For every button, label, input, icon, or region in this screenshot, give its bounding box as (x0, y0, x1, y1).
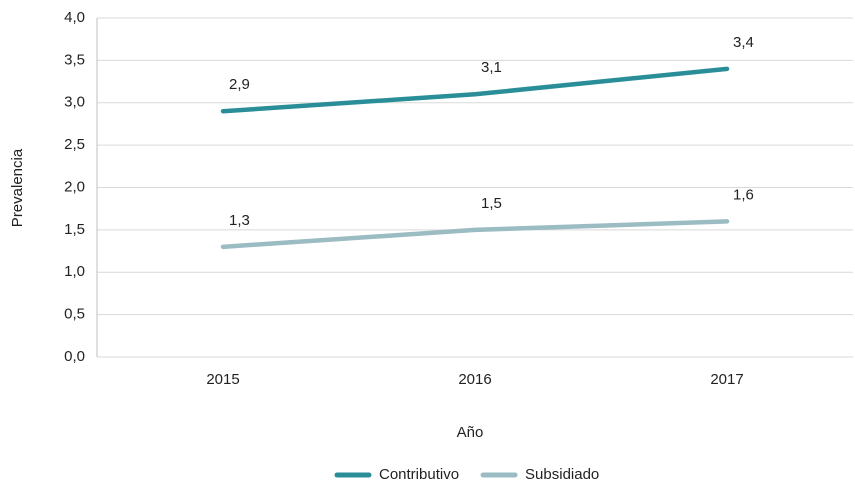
y-tick-label: 2,0 (64, 178, 85, 195)
series-line (220, 219, 730, 250)
y-tick-label: 4,0 (64, 9, 85, 26)
y-tick-label: 2,5 (64, 136, 85, 153)
series-line (220, 66, 730, 114)
data-label: 1,6 (733, 186, 754, 203)
legend-label: Subsidiado (525, 466, 599, 483)
data-label: 2,9 (229, 76, 250, 93)
y-tick-label: 0,5 (64, 306, 85, 323)
y-tick-label: 0,0 (64, 348, 85, 365)
data-label: 3,4 (733, 34, 754, 51)
y-tick-label: 1,5 (64, 221, 85, 238)
y-tick-label: 3,0 (64, 94, 85, 111)
data-label: 3,1 (481, 59, 502, 76)
x-tick-label: 2015 (206, 371, 239, 388)
x-tick-label: 2016 (458, 371, 491, 388)
x-axis-title: Año (457, 424, 484, 441)
y-tick-label: 3,5 (64, 51, 85, 68)
x-tick-label: 2017 (710, 371, 743, 388)
y-tick-label: 1,0 (64, 263, 85, 280)
data-label: 1,5 (481, 195, 502, 212)
y-axis-title: Prevalencia (9, 148, 26, 227)
legend-label: Contributivo (379, 466, 459, 483)
data-label: 1,3 (229, 212, 250, 229)
